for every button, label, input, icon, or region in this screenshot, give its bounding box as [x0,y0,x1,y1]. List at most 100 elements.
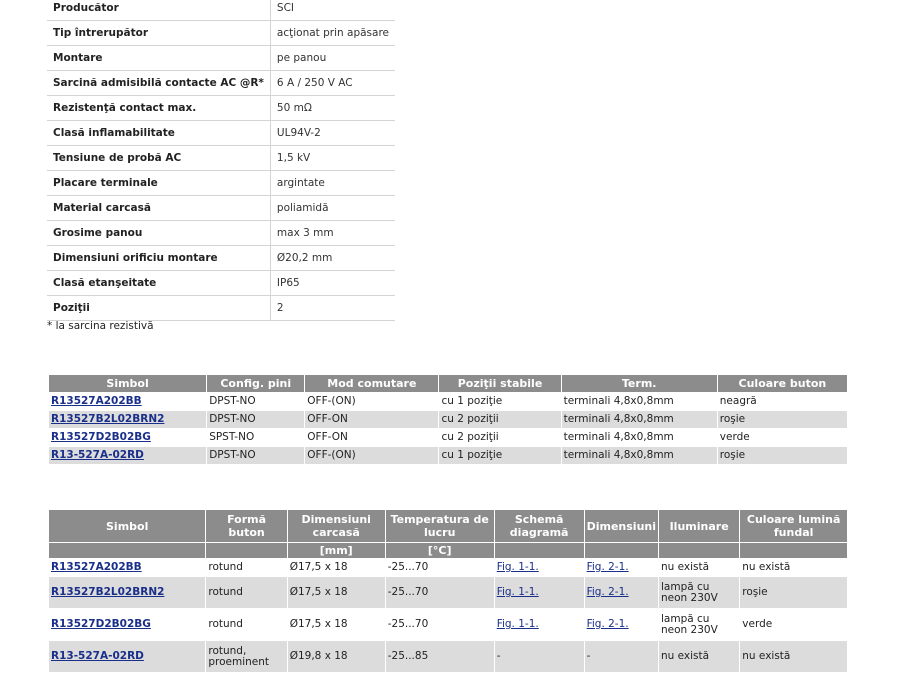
spec-row: Tip întrerupător acţionat prin apăsare [47,20,396,46]
spec-value: 6 A / 250 V AC [269,70,396,96]
product-symbol-link[interactable]: R13527A202BB [51,395,142,407]
product-symbol-link[interactable]: R13527D2B02BG [51,431,151,443]
dimensions-link[interactable]: Fig. 2-1. [586,561,629,573]
product-symbol-link[interactable]: R13527B2L02BRN2 [51,413,165,425]
spec-row: Producător SCI [47,0,396,21]
spec-value: SCI [269,0,396,21]
spec-row: Poziţii 2 [47,295,396,321]
product-symbol-link[interactable]: R13-527A-02RD [51,449,144,461]
table-cell: roşie [716,410,849,429]
column-unit [205,542,288,559]
column-unit [739,542,848,559]
column-header-culoare-lumina-fundal: Culoare lumină fundal [739,509,848,543]
diagram-link[interactable]: Fig. 1-1. [496,586,539,598]
spec-row: Montare pe panou [47,45,396,71]
spec-row: Clasă etanşeitate IP65 [47,270,396,296]
dimensions-link[interactable]: Fig. 2-1. [586,586,629,598]
table-cell: R13-527A-02RD [47,640,207,673]
table-cell: cu 2 poziţii [438,410,562,429]
table-cell: cu 1 poziţie [438,392,562,411]
table-cell: -25...70 [384,608,495,641]
table-cell: terminali 4,8x0,8mm [560,446,718,465]
spec-row: Rezistenţă contact max. 50 mΩ [47,95,396,121]
table-cell: rotund [205,576,288,609]
table-cell: nu există [739,640,848,673]
table-cell: DPST-NO [206,410,306,429]
spec-label: Rezistenţă contact max. [47,95,271,121]
table-cell: R13-527A-02RD [47,446,208,465]
table-cell: R13527D2B02BG [47,608,207,641]
spec-value: IP65 [269,270,396,296]
footnote: * la sarcina rezistivă [47,320,154,332]
spec-label: Material carcasă [47,195,271,221]
spec-value: poliamidă [269,195,396,221]
table-row: R13-527A-02RD rotund, proeminent Ø19,8 x 1… [47,640,848,673]
table-cell: terminali 4,8x0,8mm [560,392,718,411]
table-cell: OFF-(ON) [304,392,440,411]
table-cell: R13527A202BB [47,392,208,411]
column-header-config-pini: Config. pini [206,374,306,393]
column-header-culoare-buton: Culoare buton [716,374,849,393]
spec-row: Clasă inflamabilitate UL94V-2 [47,120,396,146]
table-cell: rotund, proeminent [205,640,288,673]
table-row: R13-527A-02RD DPST-NO OFF-(ON) cu 1 poziţie… [47,446,849,465]
column-header-iluminare: Iluminare [657,509,741,543]
table-cell: - [493,640,585,673]
spec-label: Tip întrerupător [47,20,271,46]
product-symbol-link[interactable]: R13527A202BB [51,561,142,573]
table-cell: - [583,640,660,673]
table-cell: roşie [739,576,848,609]
table-cell: R13527B2L02BRN2 [47,576,207,609]
dimensions-link[interactable]: Fig. 2-1. [586,618,629,630]
spec-label: Clasă inflamabilitate [47,120,271,146]
diagram-link[interactable]: Fig. 1-1. [496,618,539,630]
table-cell: -25...70 [384,576,495,609]
table-cell: rotund [205,558,288,577]
table-cell: R13527B2L02BRN2 [47,410,208,429]
table-cell: Ø19,8 x 18 [286,640,386,673]
spec-row: Sarcină admisibilă contacte AC @R* 6 A / … [47,70,396,96]
spec-label: Tensiune de probă AC [47,145,271,171]
spec-label: Montare [47,45,271,71]
column-unit [493,542,585,559]
spec-label: Grosime panou [47,220,271,246]
product-symbol-link[interactable]: R13527B2L02BRN2 [51,586,165,598]
table-row: R13527B2L02BRN2 rotund Ø17,5 x 18 -25...70 F… [47,576,848,609]
product-symbol-link[interactable]: R13527D2B02BG [51,618,151,630]
diagram-link[interactable]: Fig. 1-1. [496,561,539,573]
table-cell: terminali 4,8x0,8mm [560,410,718,429]
column-header-dimensiuni: Dimensiuni [583,509,660,543]
spec-row: Dimensiuni orificiu montare Ø20,2 mm [47,245,396,271]
table-cell: roşie [716,446,849,465]
column-header-simbol: Simbol [47,509,207,543]
spec-value: 2 [269,295,396,321]
table-cell: OFF-(ON) [304,446,440,465]
spec-value: UL94V-2 [269,120,396,146]
table-row: R13527A202BB rotund Ø17,5 x 18 -25...70 Fig.… [47,558,848,577]
table-cell: DPST-NO [206,446,306,465]
product-symbol-link[interactable]: R13-527A-02RD [51,650,144,662]
spec-value: argintate [269,170,396,196]
table-row: R13527D2B02BG SPST-NO OFF-ON cu 2 poziţii te… [47,428,849,447]
column-header-simbol: Simbol [47,374,208,393]
spec-label: Poziţii [47,295,271,321]
table-cell: -25...85 [384,640,495,673]
table-cell: verde [716,428,849,447]
table-cell: Ø17,5 x 18 [286,576,386,609]
spec-value: pe panou [269,45,396,71]
table-cell: R13527D2B02BG [47,428,208,447]
table-cell: cu 2 poziţii [438,428,562,447]
table-row: R13527B2L02BRN2 DPST-NO OFF-ON cu 2 poziţii… [47,410,849,429]
column-header-pozitii-stabile: Poziţii stabile [438,374,562,393]
table-row: R13527D2B02BG rotund Ø17,5 x 18 -25...70 Fig… [47,608,848,641]
spec-label: Clasă etanşeitate [47,270,271,296]
spec-label: Producător [47,0,271,21]
table-cell: nu există [739,558,848,577]
column-unit [583,542,660,559]
table-cell: terminali 4,8x0,8mm [560,428,718,447]
spec-row: Material carcasă poliamidă [47,195,396,221]
table-cell: nu există [657,558,741,577]
column-header-term: Term. [560,374,718,393]
column-unit: [°C] [384,542,495,559]
spec-row: Placare terminale argintate [47,170,396,196]
